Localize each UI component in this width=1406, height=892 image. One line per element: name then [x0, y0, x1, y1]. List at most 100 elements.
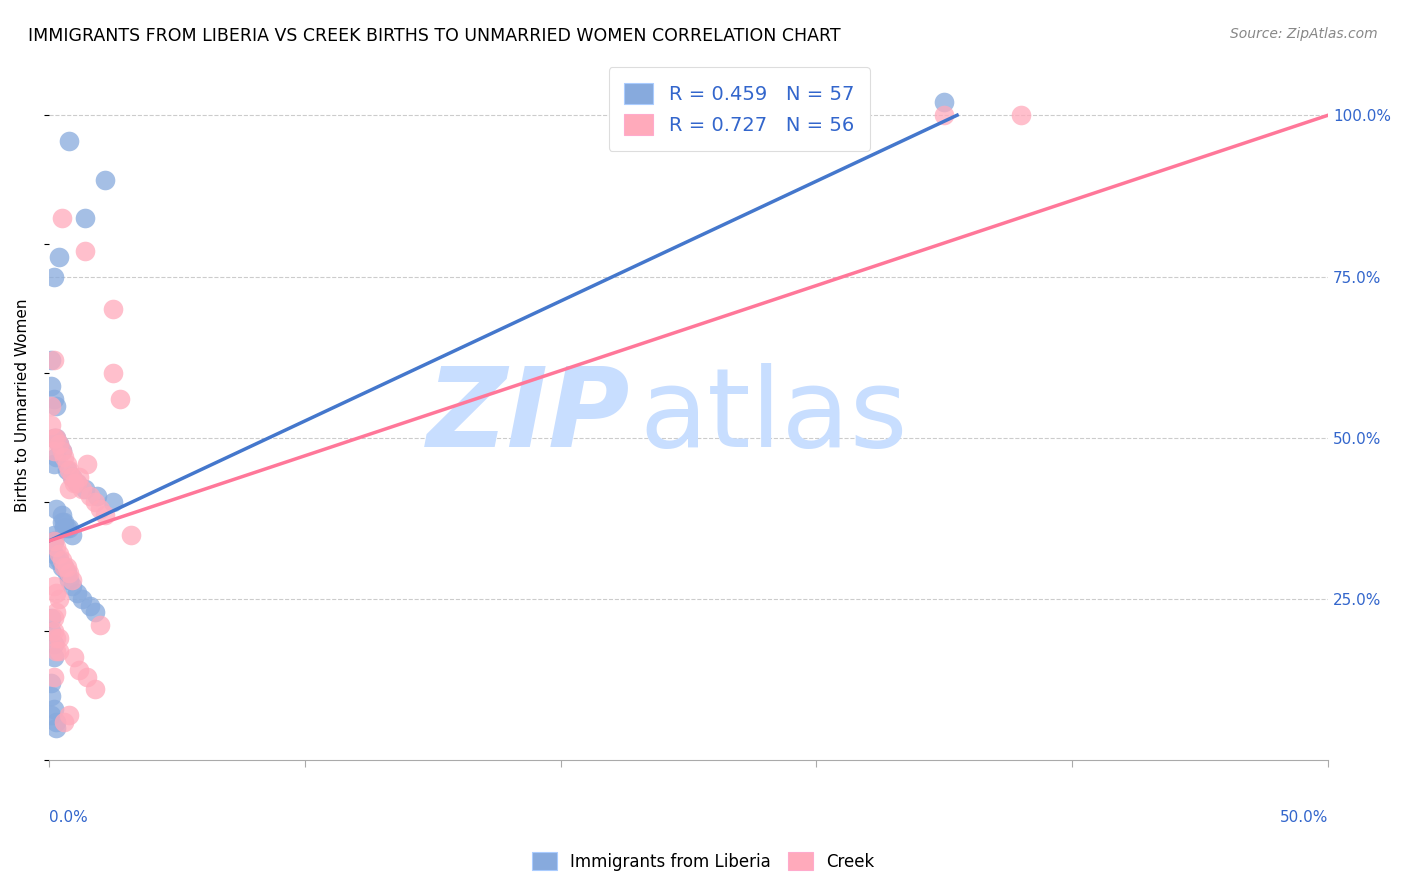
Point [39, 689, 62, 703]
Text: 50.0%: 50.0% [1279, 810, 1329, 825]
Point [45, 553, 67, 567]
Point [79, 489, 101, 503]
Point [48, 631, 70, 645]
Point [55, 566, 77, 581]
Point [53, 521, 76, 535]
Point [73, 244, 96, 258]
Point [58, 708, 80, 723]
Point [53, 450, 76, 465]
Point [66, 475, 89, 490]
Point [42, 443, 65, 458]
Point [51, 508, 73, 523]
Point [42, 392, 65, 406]
Point [53, 515, 76, 529]
Point [58, 566, 80, 581]
Point [42, 457, 65, 471]
Point [110, 392, 132, 406]
Point [83, 682, 105, 697]
Point [45, 644, 67, 658]
Point [45, 541, 67, 555]
Point [101, 301, 124, 316]
Point [39, 353, 62, 368]
Point [69, 663, 91, 677]
Point [45, 399, 67, 413]
Point [45, 501, 67, 516]
Point [66, 475, 89, 490]
Point [101, 495, 124, 509]
Point [55, 521, 77, 535]
Point [45, 631, 67, 645]
Point [58, 483, 80, 497]
Point [42, 637, 65, 651]
Point [45, 605, 67, 619]
Point [48, 437, 70, 451]
Point [53, 559, 76, 574]
Point [53, 559, 76, 574]
Point [39, 676, 62, 690]
Point [42, 534, 65, 549]
Point [42, 431, 65, 445]
Legend: Immigrants from Liberia, Creek: Immigrants from Liberia, Creek [523, 844, 883, 880]
Point [45, 431, 67, 445]
Point [51, 443, 73, 458]
Point [73, 211, 96, 226]
Point [48, 437, 70, 451]
Point [51, 211, 73, 226]
Point [89, 501, 111, 516]
Point [39, 541, 62, 555]
Point [60, 527, 83, 541]
Point [42, 669, 65, 683]
Point [60, 469, 83, 483]
Text: ZIP: ZIP [427, 363, 631, 470]
Point [76, 457, 98, 471]
Point [39, 417, 62, 432]
Point [48, 644, 70, 658]
Point [42, 534, 65, 549]
Point [63, 650, 86, 665]
Point [39, 708, 62, 723]
Text: IMMIGRANTS FROM LIBERIA VS CREEK BIRTHS TO UNMARRIED WOMEN CORRELATION CHART: IMMIGRANTS FROM LIBERIA VS CREEK BIRTHS … [28, 27, 841, 45]
Point [60, 469, 83, 483]
Point [48, 553, 70, 567]
Point [101, 366, 124, 380]
Point [42, 527, 65, 541]
Point [934, 95, 956, 110]
Point [48, 547, 70, 561]
Point [58, 573, 80, 587]
Point [58, 521, 80, 535]
Text: atlas: atlas [640, 363, 908, 470]
Point [86, 489, 108, 503]
Point [70, 592, 93, 607]
Point [42, 611, 65, 625]
Point [79, 599, 101, 613]
Point [934, 108, 956, 122]
Point [42, 702, 65, 716]
Point [53, 714, 76, 729]
Point [42, 269, 65, 284]
Point [55, 559, 77, 574]
Point [39, 399, 62, 413]
Point [42, 624, 65, 639]
Point [45, 585, 67, 599]
Point [51, 553, 73, 567]
Y-axis label: Births to Unmarried Women: Births to Unmarried Women [15, 299, 30, 512]
Point [63, 475, 86, 490]
Point [42, 353, 65, 368]
Point [45, 714, 67, 729]
Point [66, 585, 89, 599]
Point [76, 669, 98, 683]
Point [51, 559, 73, 574]
Point [45, 450, 67, 465]
Point [42, 650, 65, 665]
Point [89, 618, 111, 632]
Point [39, 624, 62, 639]
Point [42, 534, 65, 549]
Point [55, 457, 77, 471]
Point [48, 250, 70, 264]
Point [94, 172, 117, 186]
Point [45, 721, 67, 735]
Legend: R = 0.459   N = 57, R = 0.727   N = 56: R = 0.459 N = 57, R = 0.727 N = 56 [609, 68, 870, 151]
Point [39, 541, 62, 555]
Point [45, 431, 67, 445]
Point [58, 463, 80, 477]
